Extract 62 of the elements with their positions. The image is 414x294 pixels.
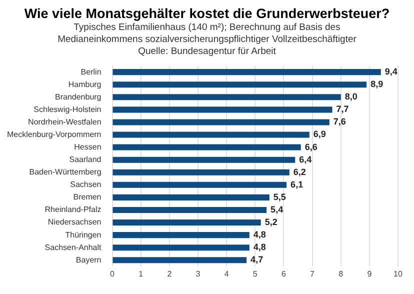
y-tick-label: Mecklenburg-Vorpommern (6, 130, 102, 139)
data-label: 4,7 (250, 254, 264, 265)
bar (112, 106, 332, 113)
x-tick-label: 4 (224, 269, 230, 278)
data-label: 4,8 (253, 242, 266, 252)
x-tick-label: 7 (310, 269, 316, 278)
bar (112, 244, 250, 251)
y-tick-label: Saarland (69, 155, 102, 164)
data-label: 7,7 (336, 104, 349, 114)
x-tick-label: 0 (110, 269, 116, 278)
y-tick-label: Schleswig-Holstein (34, 104, 102, 114)
data-label: 8,9 (370, 79, 384, 90)
data-label: 6,1 (290, 179, 304, 190)
data-label: 5,4 (270, 204, 284, 214)
x-tick-label: 9 (367, 269, 372, 278)
y-tick-label: Brandenburg (54, 92, 102, 102)
bar (112, 169, 290, 176)
y-tick-label: Thüringen (65, 230, 102, 240)
bar (112, 94, 341, 100)
data-label: 6,6 (304, 142, 318, 152)
x-tick-label: 1 (138, 269, 144, 278)
data-label: 6,4 (299, 154, 312, 164)
bar (112, 144, 301, 150)
x-tick-label: 5 (252, 269, 258, 278)
data-label: 6,2 (293, 166, 306, 177)
x-tick-label: 8 (338, 269, 344, 278)
x-tick-label: 3 (196, 269, 201, 278)
y-tick-label: Rheinland-Pfalz (44, 205, 102, 214)
chart-title: Wie viele Monatsgehälter kostet die Grunderwerbsteuer? (23, 5, 391, 21)
y-tick-label: Sachsen (70, 180, 102, 190)
bar (112, 132, 310, 138)
bar (112, 232, 250, 238)
y-tick-label: Hessen (74, 142, 102, 152)
data-label: 9,4 (384, 66, 398, 77)
y-tick-label: Niedersachsen (48, 218, 102, 227)
bar (112, 220, 261, 226)
y-tick-label: Sachsen-Anhalt (44, 242, 102, 252)
bar (112, 69, 381, 76)
y-tick-label: Bayern (76, 255, 102, 264)
bar (112, 119, 330, 126)
x-tick-label: 10 (394, 269, 403, 278)
bar (112, 194, 270, 200)
y-tick-label: Nordrhein-Westfalen (28, 117, 102, 126)
y-tick-label: Hamburg (68, 80, 102, 89)
y-tick-label: Berlin (80, 67, 102, 76)
data-label: 7,6 (333, 116, 346, 127)
bar (112, 206, 267, 213)
data-label: 8,0 (344, 92, 358, 102)
y-tick-label: Baden-Württemberg (29, 168, 102, 177)
chart-subtitle: Typisches Einfamilienhaus (140 m²); Berechnung auf Basis des Medianeinkommens sozialversicherungspflichtiger Vollzeitbeschäftigter (56, 22, 358, 46)
bar (112, 156, 296, 163)
bar (112, 82, 367, 88)
data-label: 5,2 (264, 217, 278, 228)
bar (112, 182, 287, 188)
data-label: 5,5 (273, 192, 286, 202)
source-note: Quelle: Bundesagentur für Arbeit (137, 46, 277, 58)
y-tick-label: Bremen (73, 192, 102, 202)
x-tick-label: 6 (281, 269, 286, 278)
data-label: 6,9 (313, 129, 326, 140)
bar (112, 257, 247, 264)
data-label: 4,8 (253, 230, 266, 240)
x-tick-label: 2 (167, 269, 172, 278)
